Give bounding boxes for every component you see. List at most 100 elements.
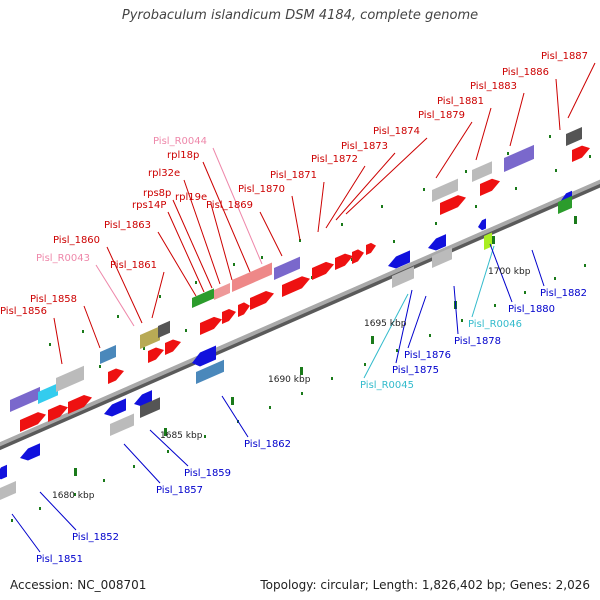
gene-feature-other	[140, 326, 160, 349]
scale-label: 1680 kbp	[52, 491, 95, 501]
tick-mark	[549, 135, 551, 138]
gene-label: Pisl_1852	[72, 532, 119, 543]
tick-mark	[74, 493, 76, 496]
major-tick-mark	[371, 336, 374, 344]
gene-feature-forward	[282, 276, 310, 297]
genome-summary-text: Topology: circular; Length: 1,826,402 bp…	[260, 578, 590, 592]
gene-feature-forward	[312, 261, 334, 280]
gene-feature-reverse	[192, 345, 216, 367]
gene-label: Pisl_1871	[270, 170, 317, 181]
leader-line	[202, 161, 251, 273]
gene-label: Pisl_1880	[508, 304, 555, 315]
gene-feature-other	[558, 195, 572, 214]
gene-label: Pisl_1872	[311, 154, 358, 165]
gene-label: Pisl_1856	[0, 306, 47, 317]
leader-line	[151, 271, 165, 319]
leader-line	[363, 293, 409, 379]
leader-line	[475, 107, 492, 161]
genome-backbone	[0, 179, 600, 451]
gene-label: Pisl_R0044	[153, 136, 207, 147]
gene-feature-reverse	[104, 398, 126, 417]
tick-mark	[396, 349, 398, 352]
gene-label: Pisl_1863	[104, 220, 151, 231]
leader-line	[210, 203, 233, 281]
leader-line	[435, 121, 473, 179]
gene-feature-other	[38, 383, 58, 404]
gene-label: Pisl_1881	[437, 96, 484, 107]
gene-label: Pisl_1882	[540, 288, 587, 299]
major-tick-mark	[492, 236, 495, 244]
gene-label: rpl32e	[148, 168, 180, 179]
gene-feature-forward	[148, 347, 164, 363]
tick-mark	[11, 519, 13, 522]
gene-feature-forward	[480, 178, 500, 196]
gene-feature-other	[10, 386, 40, 412]
gene-feature-pseudo	[432, 178, 458, 202]
gene-feature-forward	[222, 308, 236, 324]
gene-feature-pseudo	[432, 247, 452, 268]
tick-mark	[524, 291, 526, 294]
page-title: Pyrobaculum islandicum DSM 4184, complet…	[121, 8, 479, 23]
leader-line	[183, 179, 221, 285]
gene-feature-pseudo	[392, 266, 414, 289]
leader-line	[212, 147, 263, 265]
gene-feature-pseudo	[140, 397, 160, 418]
tick-mark	[167, 450, 169, 453]
gene-feature-reverse	[20, 443, 40, 461]
leader-line	[453, 285, 459, 335]
gene-label: Pisl_1876	[404, 350, 451, 361]
tick-mark	[143, 347, 145, 350]
tick-mark	[195, 281, 197, 284]
leader-line	[106, 246, 143, 324]
tick-mark	[554, 277, 556, 280]
major-tick-mark	[574, 216, 577, 224]
tick-mark	[117, 315, 119, 318]
major-tick-mark	[74, 468, 77, 476]
leader-line	[39, 491, 77, 531]
gene-label: Pisl_1860	[53, 235, 100, 246]
leader-line	[53, 317, 63, 365]
tick-mark	[423, 188, 425, 191]
gene-feature-reverse	[388, 250, 410, 269]
gene-feature-other	[214, 283, 230, 301]
gene-feature-other	[100, 345, 116, 364]
gene-feature-reverse	[478, 218, 486, 231]
tick-mark	[555, 169, 557, 172]
gene-feature-other	[504, 144, 534, 172]
leader-line	[335, 152, 396, 221]
leader-line	[123, 443, 161, 484]
gene-feature-pseudo	[566, 127, 582, 146]
leader-line	[291, 195, 301, 241]
gene-feature-reverse	[428, 234, 446, 251]
gene-feature-forward	[108, 368, 124, 384]
major-tick-mark	[300, 367, 303, 375]
gene-feature-other	[232, 262, 272, 292]
leader-line	[325, 165, 366, 229]
major-tick-mark	[164, 428, 167, 436]
gene-label: Pisl_1858	[30, 294, 77, 305]
gene-feature-forward	[68, 395, 92, 414]
tick-mark	[435, 222, 437, 225]
tick-mark	[301, 392, 303, 395]
gene-label: Pisl_1883	[470, 81, 517, 92]
tick-mark	[204, 435, 206, 438]
scale-label: 1690 kbp	[268, 375, 311, 385]
tick-mark	[99, 365, 101, 368]
leader-line	[95, 264, 135, 327]
gene-label: Pisl_1878	[454, 336, 501, 347]
leader-line	[221, 395, 249, 438]
label-leader-lines	[11, 62, 596, 553]
leader-line	[489, 243, 513, 303]
gene-label: Pisl_1875	[392, 365, 439, 376]
tick-mark	[133, 465, 135, 468]
gene-label: Pisl_1886	[502, 67, 549, 78]
tick-mark	[159, 295, 161, 298]
tick-mark	[233, 263, 235, 266]
tick-mark	[494, 304, 496, 307]
gene-label: Pisl_1870	[238, 184, 285, 195]
tick-mark	[461, 319, 463, 322]
gene-label: Pisl_1873	[341, 141, 388, 152]
leader-line	[471, 245, 495, 318]
gene-feature-forward	[366, 242, 376, 255]
gene-label: Pisl_1887	[541, 51, 588, 62]
